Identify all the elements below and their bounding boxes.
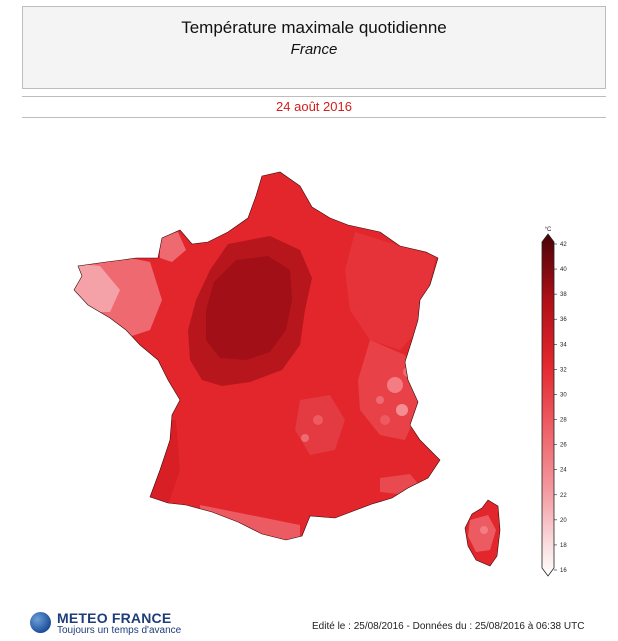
legend-unit: °C [545, 227, 552, 233]
legend-tick-label: 34 [560, 342, 567, 348]
legend-tick-label: 28 [560, 418, 567, 424]
legend-colorbar [541, 233, 555, 577]
meteo-france-logo: METEO FRANCE Toujours un temps d'avance [30, 610, 190, 637]
legend-tick-label: 16 [560, 568, 567, 574]
logo-tagline: Toujours un temps d'avance [57, 625, 182, 636]
france-outline [73, 171, 441, 541]
edition-info: Edité le : 25/08/2016 - Données du : 25/… [312, 621, 585, 632]
legend-tick-label: 32 [560, 367, 567, 373]
title-panel: Température maximale quotidienne France [22, 6, 606, 89]
legend-tick-label: 22 [560, 493, 567, 499]
legend-tick-label: 38 [560, 292, 567, 298]
map-subtitle: France [290, 41, 338, 58]
temperature-legend: °C 42 40 38 36 34 32 30 28 26 24 22 20 18 16 [541, 227, 567, 577]
legend-tick-label: 40 [560, 267, 567, 273]
legend-tick-label: 30 [560, 392, 567, 398]
meteo-france-emblem-icon [30, 612, 51, 633]
legend-tick-label: 26 [560, 443, 567, 449]
legend-tick-label: 18 [560, 543, 567, 549]
map-title: Température maximale quotidienne [181, 18, 447, 37]
date-panel: 24 août 2016 [22, 96, 606, 118]
map-date: 24 août 2016 [276, 99, 352, 114]
legend-tick-label: 42 [560, 242, 567, 248]
legend-tick-label: 36 [560, 317, 567, 323]
corsica-outline [464, 499, 501, 567]
logo-name: METEO FRANCE [57, 610, 172, 626]
mainland-france [74, 172, 440, 540]
legend-tick-label: 20 [560, 518, 567, 524]
legend-tick-label: 24 [560, 468, 567, 474]
